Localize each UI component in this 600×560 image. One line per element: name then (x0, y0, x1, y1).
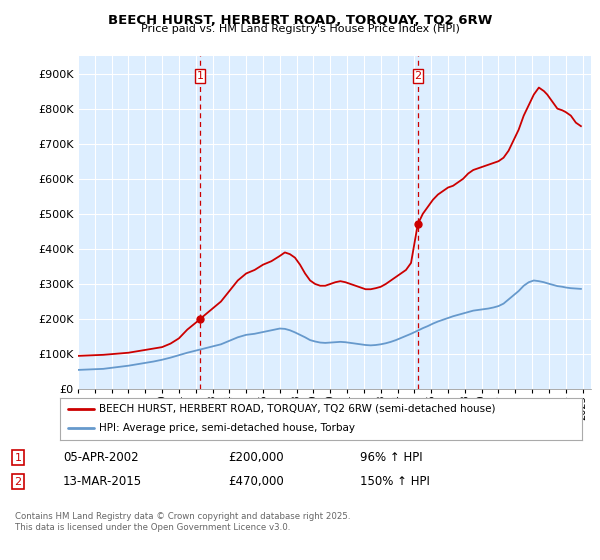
Text: 2: 2 (414, 71, 421, 81)
Text: 96% ↑ HPI: 96% ↑ HPI (360, 451, 422, 464)
Text: BEECH HURST, HERBERT ROAD, TORQUAY, TQ2 6RW: BEECH HURST, HERBERT ROAD, TORQUAY, TQ2 … (108, 14, 492, 27)
Text: Price paid vs. HM Land Registry's House Price Index (HPI): Price paid vs. HM Land Registry's House … (140, 24, 460, 34)
Text: HPI: Average price, semi-detached house, Torbay: HPI: Average price, semi-detached house,… (99, 423, 355, 433)
Text: 1: 1 (14, 452, 22, 463)
Text: 2: 2 (14, 477, 22, 487)
Text: Contains HM Land Registry data © Crown copyright and database right 2025.
This d: Contains HM Land Registry data © Crown c… (15, 512, 350, 532)
Text: 13-MAR-2015: 13-MAR-2015 (63, 475, 142, 488)
Text: 05-APR-2002: 05-APR-2002 (63, 451, 139, 464)
Text: BEECH HURST, HERBERT ROAD, TORQUAY, TQ2 6RW (semi-detached house): BEECH HURST, HERBERT ROAD, TORQUAY, TQ2 … (99, 404, 496, 414)
Text: £470,000: £470,000 (228, 475, 284, 488)
Text: £200,000: £200,000 (228, 451, 284, 464)
Text: 1: 1 (197, 71, 204, 81)
Text: 150% ↑ HPI: 150% ↑ HPI (360, 475, 430, 488)
